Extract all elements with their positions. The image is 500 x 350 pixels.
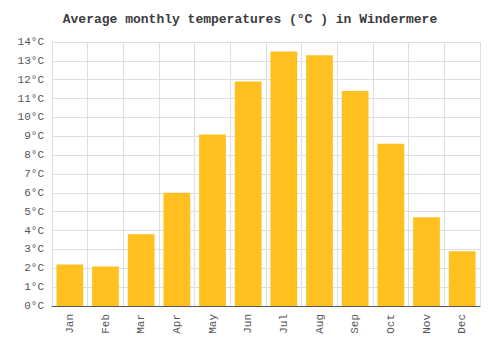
svg-text:12°C: 12°C bbox=[18, 74, 45, 86]
svg-text:May: May bbox=[207, 314, 219, 334]
svg-text:5°C: 5°C bbox=[24, 206, 44, 218]
svg-text:Jun: Jun bbox=[242, 314, 254, 334]
svg-text:Mar: Mar bbox=[135, 314, 147, 334]
svg-text:8°C: 8°C bbox=[24, 149, 44, 161]
svg-text:14°C: 14°C bbox=[18, 36, 45, 48]
svg-text:Dec: Dec bbox=[456, 314, 468, 334]
svg-text:Feb: Feb bbox=[100, 314, 112, 334]
svg-text:7°C: 7°C bbox=[24, 168, 44, 180]
svg-text:11°C: 11°C bbox=[18, 93, 45, 105]
svg-text:10°C: 10°C bbox=[18, 111, 45, 123]
svg-text:13°C: 13°C bbox=[18, 55, 45, 67]
svg-text:Nov: Nov bbox=[421, 314, 433, 334]
svg-text:Aug: Aug bbox=[314, 314, 326, 334]
svg-text:Average monthly temperatures (: Average monthly temperatures (°C ) in Wi… bbox=[63, 12, 438, 27]
svg-text:9°C: 9°C bbox=[24, 130, 44, 142]
svg-text:6°C: 6°C bbox=[24, 187, 44, 199]
svg-text:3°C: 3°C bbox=[24, 243, 44, 255]
svg-text:Jan: Jan bbox=[64, 314, 76, 334]
svg-text:2°C: 2°C bbox=[24, 262, 44, 274]
svg-text:Jul: Jul bbox=[278, 314, 290, 334]
svg-text:Apr: Apr bbox=[171, 314, 183, 334]
svg-text:4°C: 4°C bbox=[24, 225, 44, 237]
svg-text:0°C: 0°C bbox=[24, 300, 44, 312]
svg-text:Sep: Sep bbox=[349, 314, 361, 334]
svg-text:Oct: Oct bbox=[385, 314, 397, 334]
svg-text:1°C: 1°C bbox=[24, 281, 44, 293]
